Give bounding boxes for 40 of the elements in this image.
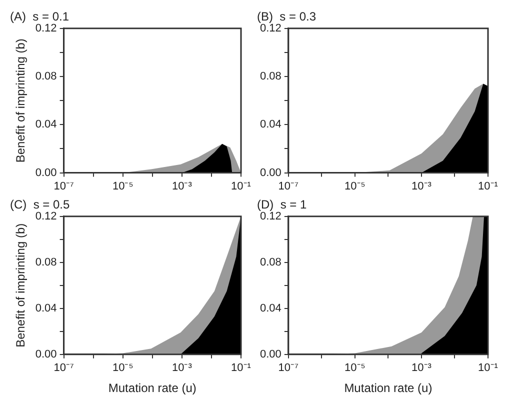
y-tick-label: 0.08 [35,256,57,268]
chart-title: (B) s = 0.3 [257,10,316,24]
x-tick-label: 10⁻³ [172,362,192,374]
y-tick-label: 0.00 [260,348,282,360]
y-tick-label: 0.12 [35,210,57,222]
x-tick-label: 10⁻³ [412,180,432,192]
x-tick-label: 10⁻⁵ [344,362,366,374]
x-tick-label: 10⁻³ [412,362,432,374]
x-tick-label: 10⁻¹ [478,362,498,374]
y-tick-label: 0.04 [260,118,282,131]
y-tick-label: 0.00 [260,166,282,179]
y-axis-title: Benefit of imprinting (b) [14,38,28,163]
x-tick-label: 10⁻⁷ [54,180,74,192]
y-tick-label: 0.04 [260,302,282,314]
x-tick-label: 10⁻⁷ [278,362,299,374]
x-axis-title: Mutation rate (u) [344,381,432,396]
y-tick-label: 0.08 [260,256,282,268]
y-tick-label: 0.08 [35,70,57,83]
y-tick-label: 0.12 [260,210,282,222]
x-tick-label: 10⁻³ [172,180,192,192]
chart-title: (D) s = 1 [257,198,307,212]
y-tick-label: 0.00 [35,166,57,179]
x-tick-label: 10⁻⁷ [54,362,74,374]
chart-title: (A) s = 0.1 [10,10,70,24]
x-tick-label: 10⁻¹ [231,180,252,192]
y-axis-title: Benefit of imprinting (b) [14,223,28,348]
x-tick-label: 10⁻⁵ [344,180,366,192]
y-tick-label: 0.04 [35,302,57,314]
x-tick-label: 10⁻⁵ [112,180,134,192]
x-axis-title: Mutation rate (u) [108,381,196,396]
y-tick-label: 0.08 [260,70,282,83]
x-tick-label: 10⁻⁵ [112,362,134,374]
y-tick-label: 0.04 [35,118,57,131]
y-tick-label: 0.00 [35,348,57,360]
x-tick-label: 10⁻⁷ [278,180,299,192]
x-tick-label: 10⁻¹ [478,180,498,192]
y-tick-label: 0.12 [35,22,57,34]
y-tick-label: 0.12 [260,22,282,34]
x-tick-label: 10⁻¹ [231,362,252,374]
chart-title: (C) s = 0.5 [10,198,70,212]
